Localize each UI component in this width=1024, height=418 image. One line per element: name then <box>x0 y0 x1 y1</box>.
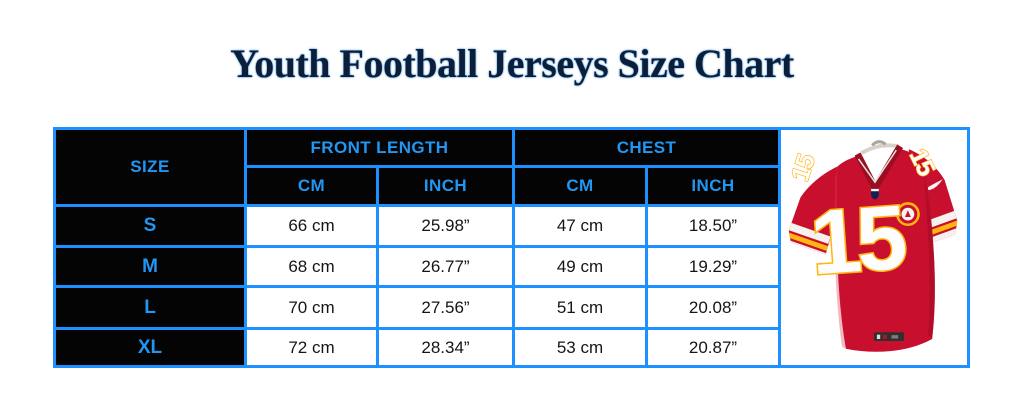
nike-swoosh-icon <box>927 179 943 191</box>
jersey-collar <box>854 140 904 192</box>
jersey-product-image: 15 15 15 <box>781 130 967 365</box>
front-inch-value: 26.77” <box>421 256 470 276</box>
chest-cm-value: 47 cm <box>556 216 604 235</box>
header-chest-cell: CHEST <box>515 130 778 165</box>
jersey-image-cell: 15 15 15 <box>781 130 967 365</box>
front-inch-value: 27.56” <box>421 297 470 317</box>
jersey-chest-number: 15 <box>807 187 909 294</box>
nfl-shield-icon <box>871 188 879 200</box>
jersey-illustration: 15 15 15 <box>785 140 958 352</box>
chest-inch-value: 20.08” <box>688 297 738 317</box>
chest-cm-cell-l: 51 cm <box>515 288 645 327</box>
size-cell-m: M <box>56 248 244 285</box>
front-inch-cell-xl: 28.34” <box>379 330 512 365</box>
hanger-loop <box>871 140 887 147</box>
size-label: XL <box>137 336 163 358</box>
chest-inch-cell-xl: 20.87” <box>648 330 778 365</box>
header-chest-inch-cell: INCH <box>648 168 778 204</box>
front-inch-value: 25.98” <box>421 216 470 235</box>
jersey-jock-tag <box>874 332 905 341</box>
size-cell-xl: XL <box>56 330 244 365</box>
front-cm-value: 72 cm <box>288 337 335 357</box>
chest-cm-cell-s: 47 cm <box>515 207 645 245</box>
chest-cm-value: 51 cm <box>556 297 604 317</box>
chest-inch-value: 19.29” <box>688 256 738 276</box>
front-cm-value: 70 cm <box>288 297 335 317</box>
header-front-cm-cell: CM <box>247 168 376 204</box>
header-chest-cm-cell: CM <box>515 168 645 204</box>
header-chest-label: CHEST <box>616 137 677 157</box>
header-front-length-label: FRONT LENGTH <box>310 137 449 157</box>
chiefs-patch-icon <box>895 202 920 227</box>
page-title: Youth Football Jerseys Size Chart <box>230 41 794 86</box>
header-size-label: SIZE <box>130 157 170 176</box>
front-cm-cell-l: 70 cm <box>247 288 376 327</box>
header-size-cell: SIZE <box>56 130 244 204</box>
size-cell-l: L <box>56 288 244 327</box>
front-inch-cell-m: 26.77” <box>379 248 512 285</box>
chest-cm-cell-xl: 53 cm <box>515 330 645 365</box>
header-chest-cm-label: CM <box>566 176 594 195</box>
front-cm-cell-m: 68 cm <box>247 248 376 285</box>
front-inch-cell-l: 27.56” <box>379 288 512 327</box>
chest-inch-value: 18.50” <box>688 216 738 235</box>
jersey-torso <box>834 149 935 352</box>
chest-inch-cell-s: 18.50” <box>648 207 778 245</box>
size-cell-s: S <box>56 207 244 245</box>
size-label: S <box>143 215 157 236</box>
header-front-inch-label: INCH <box>423 176 468 195</box>
chest-cm-value: 53 cm <box>556 337 604 357</box>
size-chart-table: SIZE FRONT LENGTH CHEST CM INCH CM INCH … <box>53 127 970 368</box>
chest-inch-cell-l: 20.08” <box>648 288 778 327</box>
chest-cm-value: 49 cm <box>556 256 604 276</box>
jersey-left-shoulder-number: 15 <box>786 150 821 184</box>
size-label: M <box>142 255 158 277</box>
chest-cm-cell-m: 49 cm <box>515 248 645 285</box>
header-front-cm-label: CM <box>297 176 326 195</box>
size-label: L <box>144 296 156 318</box>
header-chest-inch-label: INCH <box>691 176 735 195</box>
chest-inch-value: 20.87” <box>688 337 738 357</box>
front-inch-cell-s: 25.98” <box>379 207 512 245</box>
chest-inch-cell-m: 19.29” <box>648 248 778 285</box>
front-cm-value: 68 cm <box>288 256 335 276</box>
header-front-inch-cell: INCH <box>379 168 512 204</box>
front-inch-value: 28.34” <box>421 337 470 357</box>
front-cm-cell-s: 66 cm <box>247 207 376 245</box>
header-front-length-cell: FRONT LENGTH <box>247 130 512 165</box>
front-cm-value: 66 cm <box>288 216 335 235</box>
front-cm-cell-xl: 72 cm <box>247 330 376 365</box>
